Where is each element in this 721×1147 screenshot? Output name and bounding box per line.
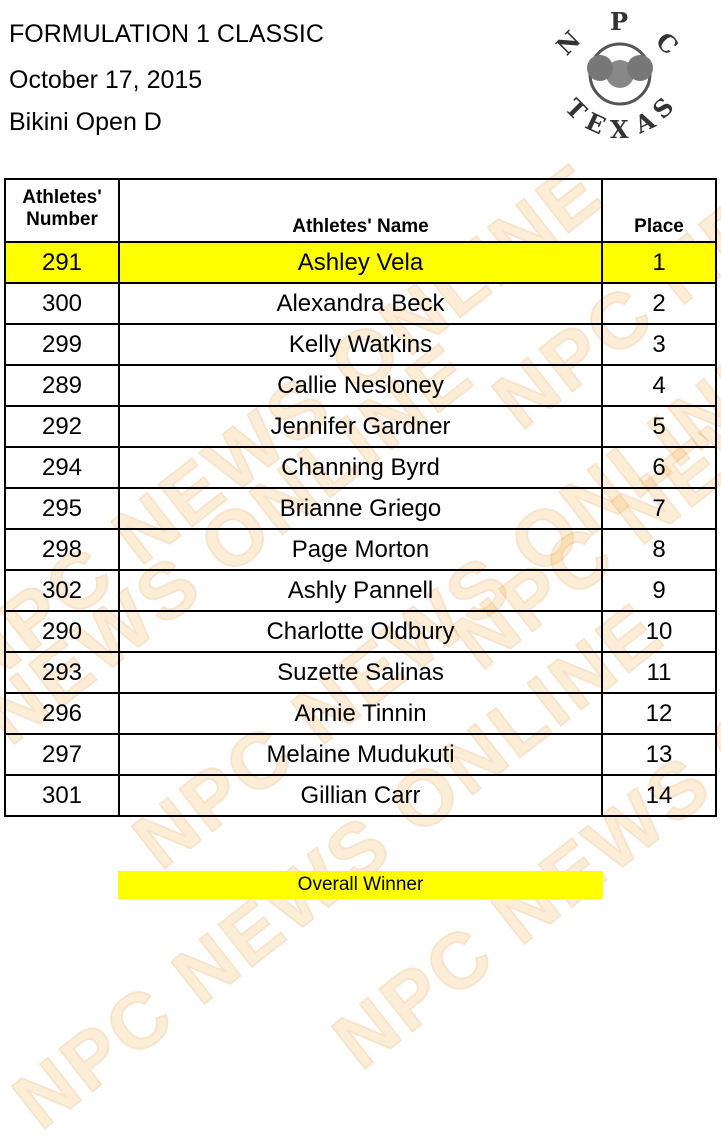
cell-place: 8 bbox=[601, 528, 717, 571]
table-row: 298 Page Morton 8 bbox=[4, 528, 717, 571]
table-row: 289 Callie Nesloney 4 bbox=[4, 364, 717, 407]
cell-number: 296 bbox=[4, 692, 120, 735]
cell-place: 11 bbox=[601, 651, 717, 694]
cell-number: 291 bbox=[4, 241, 120, 284]
cell-name: Gillian Carr bbox=[118, 774, 603, 817]
cell-name: Alexandra Beck bbox=[118, 282, 603, 325]
cell-number: 299 bbox=[4, 323, 120, 366]
cell-place: 9 bbox=[601, 569, 717, 612]
cell-number: 290 bbox=[4, 610, 120, 653]
table-row: 290 Charlotte Oldbury 10 bbox=[4, 610, 717, 653]
cell-number: 302 bbox=[4, 569, 120, 612]
cell-name: Brianne Griego bbox=[118, 487, 603, 530]
svg-text:C: C bbox=[650, 26, 684, 60]
cell-place: 6 bbox=[601, 446, 717, 489]
cell-number: 301 bbox=[4, 774, 120, 817]
cell-place: 14 bbox=[601, 774, 717, 817]
cell-name: Ashley Vela bbox=[118, 241, 603, 284]
cell-place: 10 bbox=[601, 610, 717, 653]
division: Bikini Open D bbox=[9, 108, 162, 136]
cell-place: 2 bbox=[601, 282, 717, 325]
table-row: 299 Kelly Watkins 3 bbox=[4, 323, 717, 366]
svg-text:X: X bbox=[610, 115, 629, 140]
column-header-name: Athletes' Name bbox=[118, 178, 603, 243]
cell-place: 4 bbox=[601, 364, 717, 407]
cell-name: Jennifer Gardner bbox=[118, 405, 603, 448]
cell-name: Channing Byrd bbox=[118, 446, 603, 489]
cell-place: 13 bbox=[601, 733, 717, 776]
results-table: Athletes' Number Athletes' Name Place 29… bbox=[4, 178, 717, 817]
column-header-number: Athletes' Number bbox=[4, 178, 120, 243]
cell-number: 289 bbox=[4, 364, 120, 407]
cell-number: 300 bbox=[4, 282, 120, 325]
table-row: 300 Alexandra Beck 2 bbox=[4, 282, 717, 325]
cell-name: Suzette Salinas bbox=[118, 651, 603, 694]
cell-number: 292 bbox=[4, 405, 120, 448]
cell-name: Charlotte Oldbury bbox=[118, 610, 603, 653]
cell-number: 295 bbox=[4, 487, 120, 530]
cell-name: Kelly Watkins bbox=[118, 323, 603, 366]
cell-number: 298 bbox=[4, 528, 120, 571]
cell-place: 7 bbox=[601, 487, 717, 530]
event-date: October 17, 2015 bbox=[9, 66, 203, 94]
cell-place: 12 bbox=[601, 692, 717, 735]
table-row: 296 Annie Tinnin 12 bbox=[4, 692, 717, 735]
table-row: 292 Jennifer Gardner 5 bbox=[4, 405, 717, 448]
event-title: FORMULATION 1 CLASSIC bbox=[9, 20, 324, 48]
cell-place: 3 bbox=[601, 323, 717, 366]
cell-name: Melaine Mudukuti bbox=[118, 733, 603, 776]
cell-number: 294 bbox=[4, 446, 120, 489]
table-row: 295 Brianne Griego 7 bbox=[4, 487, 717, 530]
svg-text:N: N bbox=[555, 25, 586, 61]
overall-winner-label: Overall Winner bbox=[118, 871, 603, 899]
table-row: 302 Ashly Pannell 9 bbox=[4, 569, 717, 612]
table-row: 291 Ashley Vela 1 bbox=[4, 241, 717, 284]
table-row: 297 Melaine Mudukuti 13 bbox=[4, 733, 717, 776]
npc-texas-logo: N P C T E X A S bbox=[555, 7, 684, 140]
cell-number: 297 bbox=[4, 733, 120, 776]
cell-name: Callie Nesloney bbox=[118, 364, 603, 407]
cell-number: 293 bbox=[4, 651, 120, 694]
svg-text:P: P bbox=[610, 7, 628, 36]
table-row: 293 Suzette Salinas 11 bbox=[4, 651, 717, 694]
cell-name: Page Morton bbox=[118, 528, 603, 571]
cell-name: Ashly Pannell bbox=[118, 569, 603, 612]
table-row: 301 Gillian Carr 14 bbox=[4, 774, 717, 817]
cell-place: 5 bbox=[601, 405, 717, 448]
table-row: 294 Channing Byrd 6 bbox=[4, 446, 717, 489]
cell-place: 1 bbox=[601, 241, 717, 284]
cell-name: Annie Tinnin bbox=[118, 692, 603, 735]
column-header-place: Place bbox=[601, 178, 717, 243]
